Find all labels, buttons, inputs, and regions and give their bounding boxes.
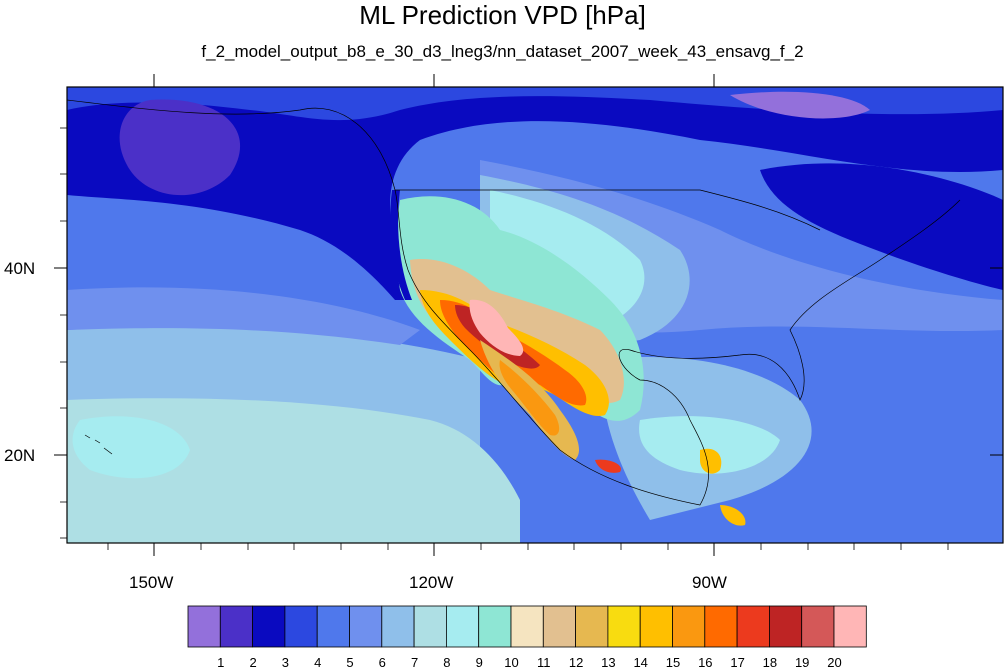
- colorbar-box: [445, 605, 480, 648]
- colorbar-label: 6: [378, 655, 386, 670]
- colorbar-box: [316, 605, 350, 648]
- lat-label-40n: 40N: [4, 259, 36, 278]
- colorbar-box: [187, 605, 221, 648]
- lon-label-150w: 150W: [129, 573, 174, 592]
- field-level-3-coast: [390, 190, 412, 300]
- colorbar-box: [284, 605, 318, 648]
- map-outlines: [67, 99, 961, 506]
- field-level-9-gulf: [639, 416, 780, 474]
- colorbar-box: [736, 605, 770, 648]
- colorbar-box: [542, 605, 576, 648]
- colorbar-box: [639, 605, 673, 648]
- colorbar-box: [219, 605, 254, 648]
- colorbar-box: [381, 605, 415, 648]
- lon-label-90w: 90W: [692, 573, 727, 592]
- colorbar-box: [704, 605, 738, 648]
- colorbar-box: [833, 605, 867, 648]
- alaska-coast: [67, 99, 396, 191]
- colorbar-label: 17: [730, 655, 745, 670]
- colorbar-box: [252, 605, 286, 648]
- field-level-6: [67, 287, 420, 345]
- field-level-2-patch: [119, 99, 241, 196]
- colorbar-label: 18: [762, 655, 778, 670]
- field-level-16-mexico: [499, 360, 560, 436]
- colorbar-label: 8: [443, 655, 451, 670]
- colorbar-box: [801, 605, 835, 648]
- colorbar-box: [413, 605, 447, 648]
- hawaii-islands: [84, 434, 113, 455]
- lat-label-20n: 20N: [4, 446, 36, 465]
- field-level-3-north: [67, 87, 1003, 300]
- colorbar-label: 5: [346, 655, 354, 670]
- colorbar-box: [672, 605, 706, 648]
- colorbar-box: [510, 605, 544, 648]
- lon-label-120w: 120W: [409, 573, 454, 592]
- field-level-20-west: [469, 299, 524, 356]
- colorbar-box: [769, 605, 803, 648]
- colorbar-label: 7: [410, 655, 419, 670]
- colorbar-box: [478, 605, 512, 648]
- us-canada-border: [395, 189, 821, 231]
- colorbar-box: [575, 605, 609, 648]
- colorbar-boxes: [187, 605, 867, 648]
- field-level-17-mexico-south: [595, 459, 621, 473]
- colorbar-label: 20: [827, 655, 842, 670]
- colorbar-label: 14: [633, 655, 648, 670]
- field-level-8-hawaii: [72, 416, 190, 479]
- colorbar-box: [349, 605, 383, 648]
- field-level-1-patch: [730, 91, 870, 119]
- colorbar-label: 10: [504, 655, 519, 670]
- colorbar-label: 19: [794, 655, 810, 670]
- tick-marks: [54, 74, 1003, 556]
- colorbar-label: 13: [601, 655, 616, 670]
- colorbar-label: 1: [217, 655, 225, 670]
- field-level-8: [67, 398, 520, 543]
- colorbar-label: 12: [568, 655, 584, 670]
- colorbar-label: 15: [665, 655, 681, 670]
- vpd-map: [54, 74, 1004, 556]
- colorbar-label: 9: [475, 655, 483, 670]
- colorbar-label: 2: [249, 655, 257, 670]
- field-level-3-east: [760, 163, 1003, 290]
- field-level-14-central-america: [720, 505, 746, 526]
- colorbar-label: 11: [537, 655, 551, 670]
- map-title: ML Prediction VPD [hPa]: [359, 0, 646, 30]
- colorbar-label: 4: [314, 655, 322, 670]
- minor-tick-marks: [60, 127, 949, 550]
- colorbar-label: 3: [281, 655, 289, 670]
- colorbar-label: 16: [698, 655, 713, 670]
- map-subtitle: f_2_model_output_b8_e_30_d3_lneg3/nn_dat…: [201, 42, 804, 61]
- north-america-coastline: [394, 189, 961, 506]
- colorbar-box: [607, 605, 641, 648]
